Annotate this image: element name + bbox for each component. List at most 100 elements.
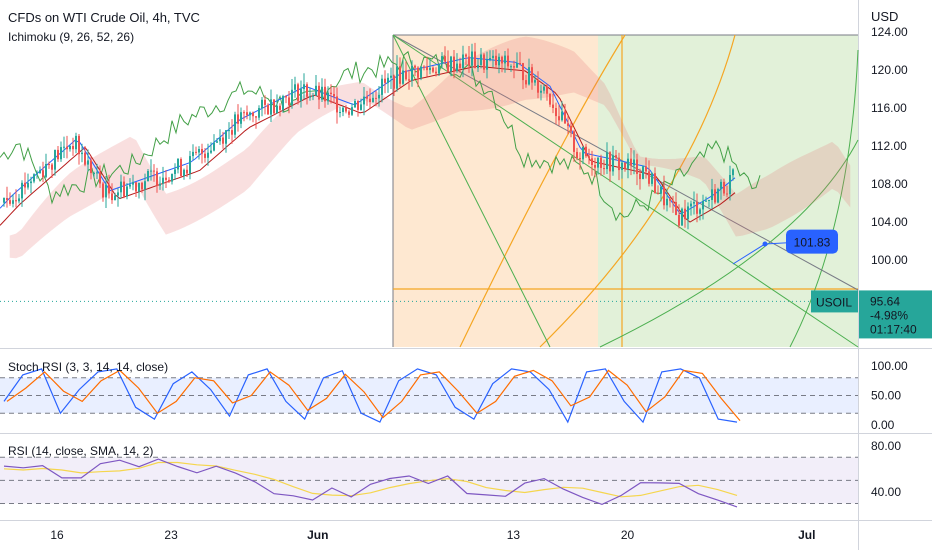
candle-body [702,201,704,210]
candle-body [240,112,242,124]
candle-body [345,107,347,112]
fib-arc [459,34,626,348]
candle-body [114,195,116,200]
candle-body [729,175,731,195]
fan-line-green [392,34,859,348]
candle-body [363,96,365,105]
symbol-badge[interactable] [811,290,858,313]
stoch-d-line [6,369,741,421]
candle-body [666,198,668,206]
candle-body [354,101,356,108]
rsi-ma-line [3,461,738,498]
candle-body [144,181,146,190]
candle-body [189,156,191,174]
rsi-pane[interactable] [0,435,858,520]
candle-body [624,162,626,169]
candle-body [285,96,287,98]
rsi-label[interactable]: RSI (14, close, SMA, 14, 2) [8,444,154,458]
ichimoku-lagging-line [0,50,761,222]
candle-body [63,146,65,148]
candle-body [660,186,662,194]
candle-body [336,96,338,113]
candle-body [78,135,80,155]
candle-body [180,159,182,176]
candle-body [147,171,149,182]
candle-body [99,172,101,184]
price-tick-label: 104.00 [871,215,908,229]
candle-body [81,152,83,155]
candle-body [612,155,614,172]
candle-body [420,66,422,78]
candle-body [504,55,506,64]
candle-body [513,66,515,68]
candle-body [108,184,110,194]
candle-body [162,177,164,184]
candle-body [510,66,512,68]
candle-body [408,79,410,81]
candle-body [9,200,11,204]
candle-body [351,107,353,115]
candle-body [366,96,368,99]
candle-body [591,158,593,165]
candle-body [450,56,452,72]
candle-body [393,75,395,89]
candle-body [30,181,32,184]
candle-body [156,171,158,186]
candle-body [261,99,263,109]
target-badge[interactable] [786,229,838,254]
candle-body [141,182,143,190]
candle-body [417,67,419,78]
price-badge[interactable] [859,290,932,339]
candle-body [216,141,218,143]
candle-body [171,174,173,182]
candle-body [387,77,389,83]
price-tick-label: 120.00 [871,63,908,77]
candle-body [324,86,326,102]
candle-body [54,149,56,170]
candle-body [153,170,155,172]
candle-body [372,97,374,103]
candle-body [732,169,734,176]
candle-body [600,157,602,168]
fan-line-green [392,34,551,348]
chart-title: CFDs on WTI Crude Oil, 4h, TVC [8,10,200,25]
candle-body [123,181,125,197]
candle-body [402,70,404,84]
candle-body [726,193,728,195]
candle-body [288,97,290,106]
price-tick-label: 124.00 [871,25,908,39]
stoch-tick-label: 0.00 [871,418,895,432]
candle-body [3,198,5,203]
price-badge-price: 95.64 [870,294,900,308]
candle-body [18,198,20,202]
candle-body [579,158,581,160]
time-tick-label: Jul [798,528,815,542]
candle-body [663,186,665,206]
candle-body [237,114,239,124]
candle-body [75,135,77,150]
candle-body [222,137,224,144]
candle-body [294,84,296,90]
candle-body [303,84,305,90]
candle-body [648,171,650,184]
candle-body [585,146,587,157]
ichimoku-label[interactable]: Ichimoku (9, 26, 52, 26) [8,30,135,44]
candle-body [615,155,617,158]
candle-body [642,166,644,180]
stoch-rsi-label[interactable]: Stoch RSI (3, 3, 14, 14, close) [8,360,169,374]
candle-body [270,99,272,115]
candle-body [501,56,503,64]
candle-body [243,112,245,114]
candle-body [429,67,431,71]
candle-body [48,164,50,165]
candle-body [453,56,455,71]
candle-body [528,67,530,85]
candle-body [549,93,551,105]
candle-body [444,56,446,62]
candle-body [384,78,386,83]
price-tick-label: 116.00 [871,101,907,115]
candle-body [132,182,134,185]
candle-body [282,96,284,110]
candle-body [111,193,113,201]
